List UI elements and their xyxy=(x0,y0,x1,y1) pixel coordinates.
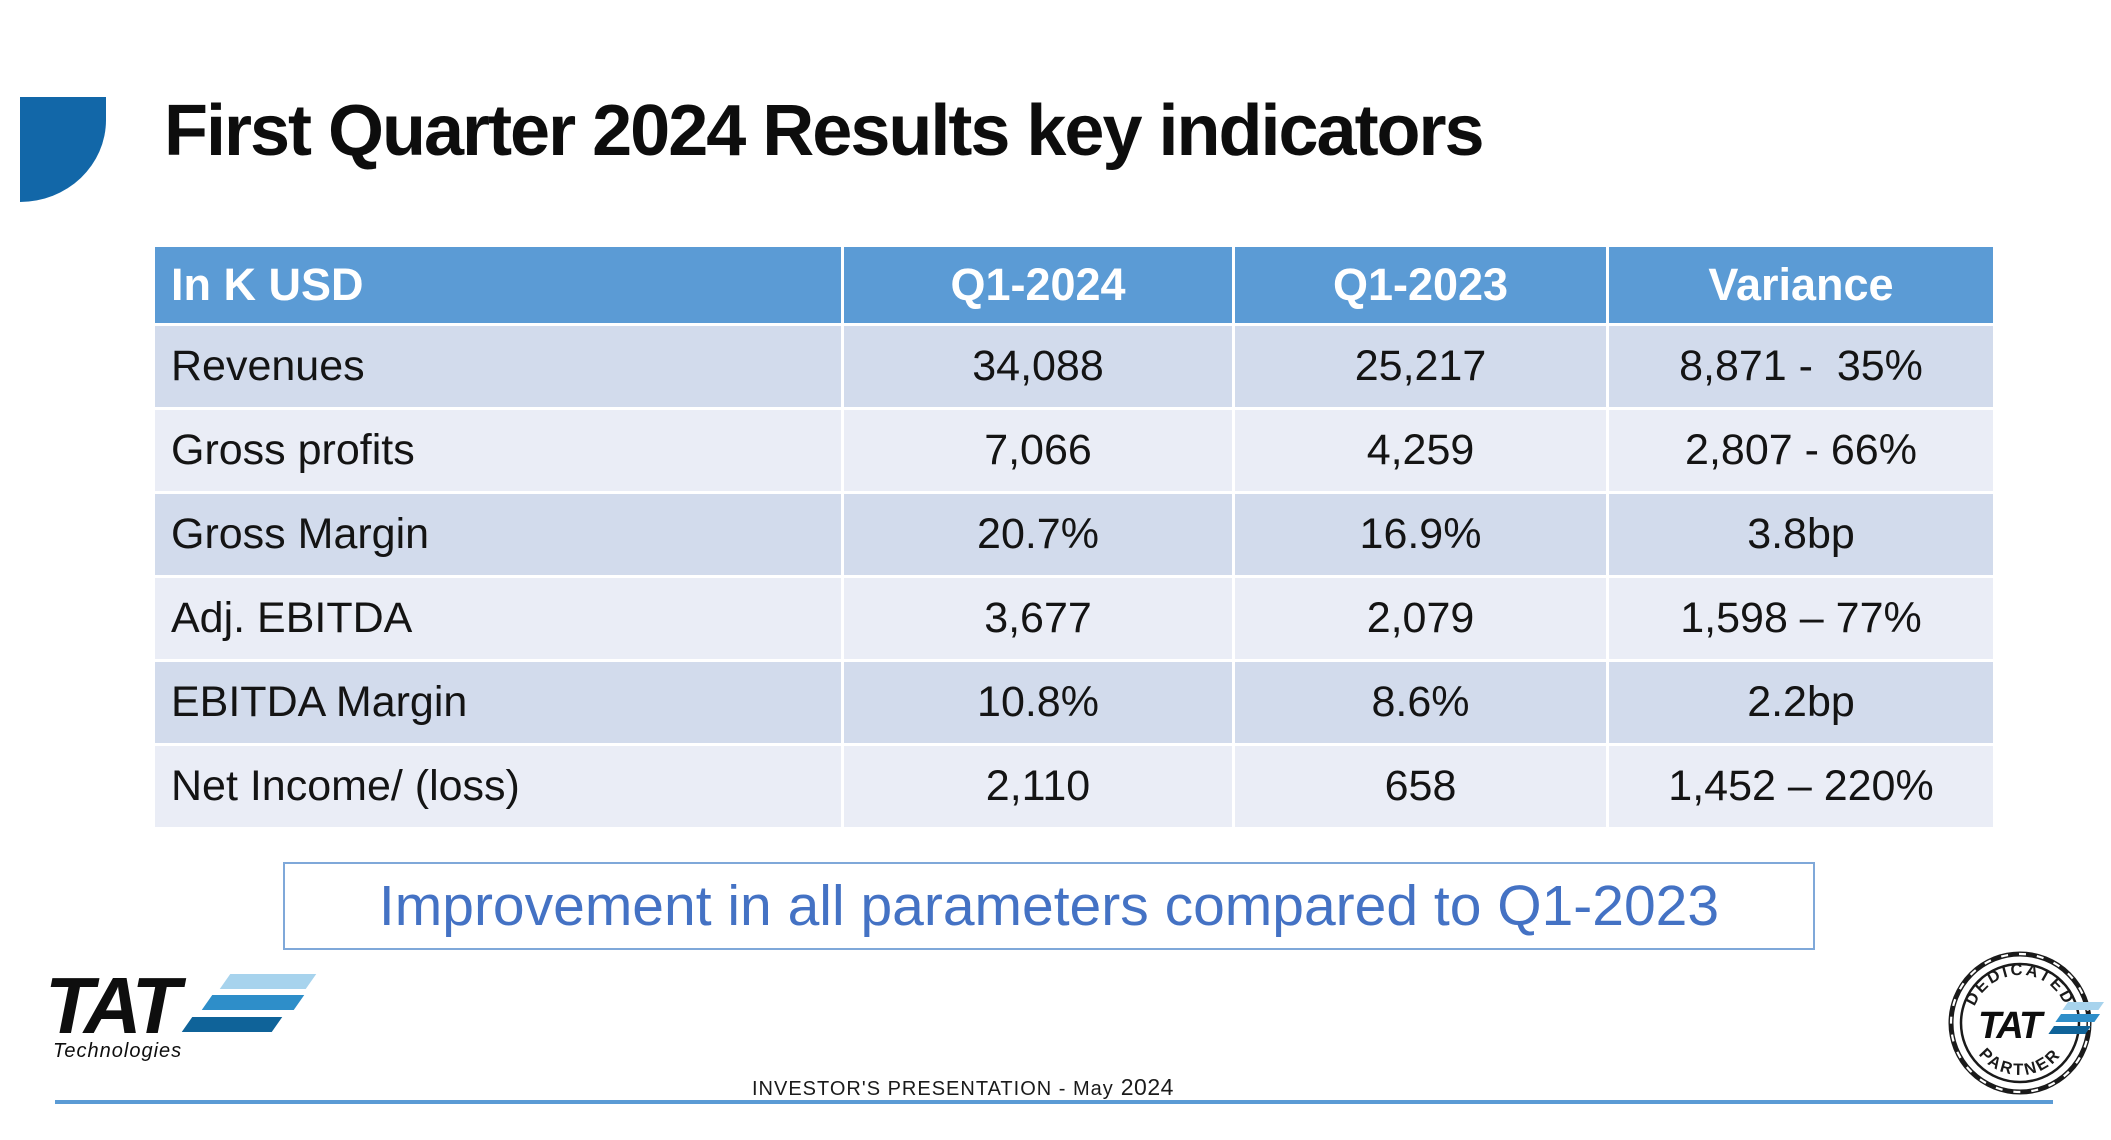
table-cell-q1-2024: 20.7% xyxy=(844,494,1232,575)
logo-wing-stripe-dark xyxy=(181,1017,283,1032)
table-row-label: Gross Margin xyxy=(155,494,841,575)
highlight-note-box: Improvement in all parameters compared t… xyxy=(283,862,1815,950)
column-header-q1-2023: Q1-2023 xyxy=(1235,247,1606,323)
table-cell-variance: 3.8bp xyxy=(1609,494,1993,575)
badge-wing-stripe-light xyxy=(2062,1002,2104,1010)
table-cell-q1-2023: 25,217 xyxy=(1235,326,1606,407)
table-cell-q1-2024: 2,110 xyxy=(844,746,1232,827)
table-cell-q1-2023: 4,259 xyxy=(1235,410,1606,491)
footer-caption-text: INVESTOR'S PRESENTATION - May xyxy=(752,1078,1114,1100)
table-cell-q1-2024: 34,088 xyxy=(844,326,1232,407)
table-cell-variance: 2.2bp xyxy=(1609,662,1993,743)
table-row-label: EBITDA Margin xyxy=(155,662,841,743)
table-cell-variance: 2,807 - 66% xyxy=(1609,410,1993,491)
table-row-label: Net Income/ (loss) xyxy=(155,746,841,827)
table-cell-variance: 1,452 – 220% xyxy=(1609,746,1993,827)
footer-year-text: 2024 xyxy=(1120,1074,1174,1100)
table-cell-q1-2023: 658 xyxy=(1235,746,1606,827)
badge-wing-stripe-dark xyxy=(2048,1026,2091,1034)
table-cell-q1-2023: 2,079 xyxy=(1235,578,1606,659)
logo-wing-stripe-mid xyxy=(201,995,305,1010)
table-cell-q1-2024: 7,066 xyxy=(844,410,1232,491)
table-cell-q1-2024: 10.8% xyxy=(844,662,1232,743)
logo-wing-stripe-light xyxy=(219,974,317,989)
footer-caption: INVESTOR'S PRESENTATION - May 2024 xyxy=(752,1074,1174,1100)
table-cell-q1-2023: 16.9% xyxy=(1235,494,1606,575)
badge-ring-texture xyxy=(1949,952,2091,1094)
column-header-in-k-usd: In K USD xyxy=(155,247,841,323)
table-cell-variance: 8,871 - 35% xyxy=(1609,326,1993,407)
table-cell-q1-2023: 8.6% xyxy=(1235,662,1606,743)
financial-table: In K USD Q1-2024 Q1-2023 Variance Revenu… xyxy=(155,247,1993,827)
page-title: First Quarter 2024 Results key indicator… xyxy=(164,91,1485,171)
logo-brand-text: TAT xyxy=(45,961,181,1050)
table-row-label: Gross profits xyxy=(155,410,841,491)
table-cell-q1-2024: 3,677 xyxy=(844,578,1232,659)
footer-divider-line xyxy=(55,1100,2053,1104)
column-header-q1-2024: Q1-2024 xyxy=(844,247,1232,323)
corner-accent-shape xyxy=(20,97,106,202)
badge-center-brand: TAT xyxy=(1978,1005,2045,1047)
column-header-variance: Variance xyxy=(1609,247,1993,323)
table-row-label: Adj. EBITDA xyxy=(155,578,841,659)
table-row-label: Revenues xyxy=(155,326,841,407)
logo-subtitle-text: Technologies xyxy=(53,1040,183,1062)
highlight-note-text: Improvement in all parameters compared t… xyxy=(378,874,1720,938)
tat-technologies-logo: TAT Technologies xyxy=(45,961,345,1078)
badge-inner-ring xyxy=(1959,962,2081,1084)
dedicated-partner-badge: DEDICATED PARTNER TAT xyxy=(1948,951,2104,1095)
table-cell-variance: 1,598 – 77% xyxy=(1609,578,1993,659)
badge-wing-stripe-mid xyxy=(2055,1014,2100,1022)
